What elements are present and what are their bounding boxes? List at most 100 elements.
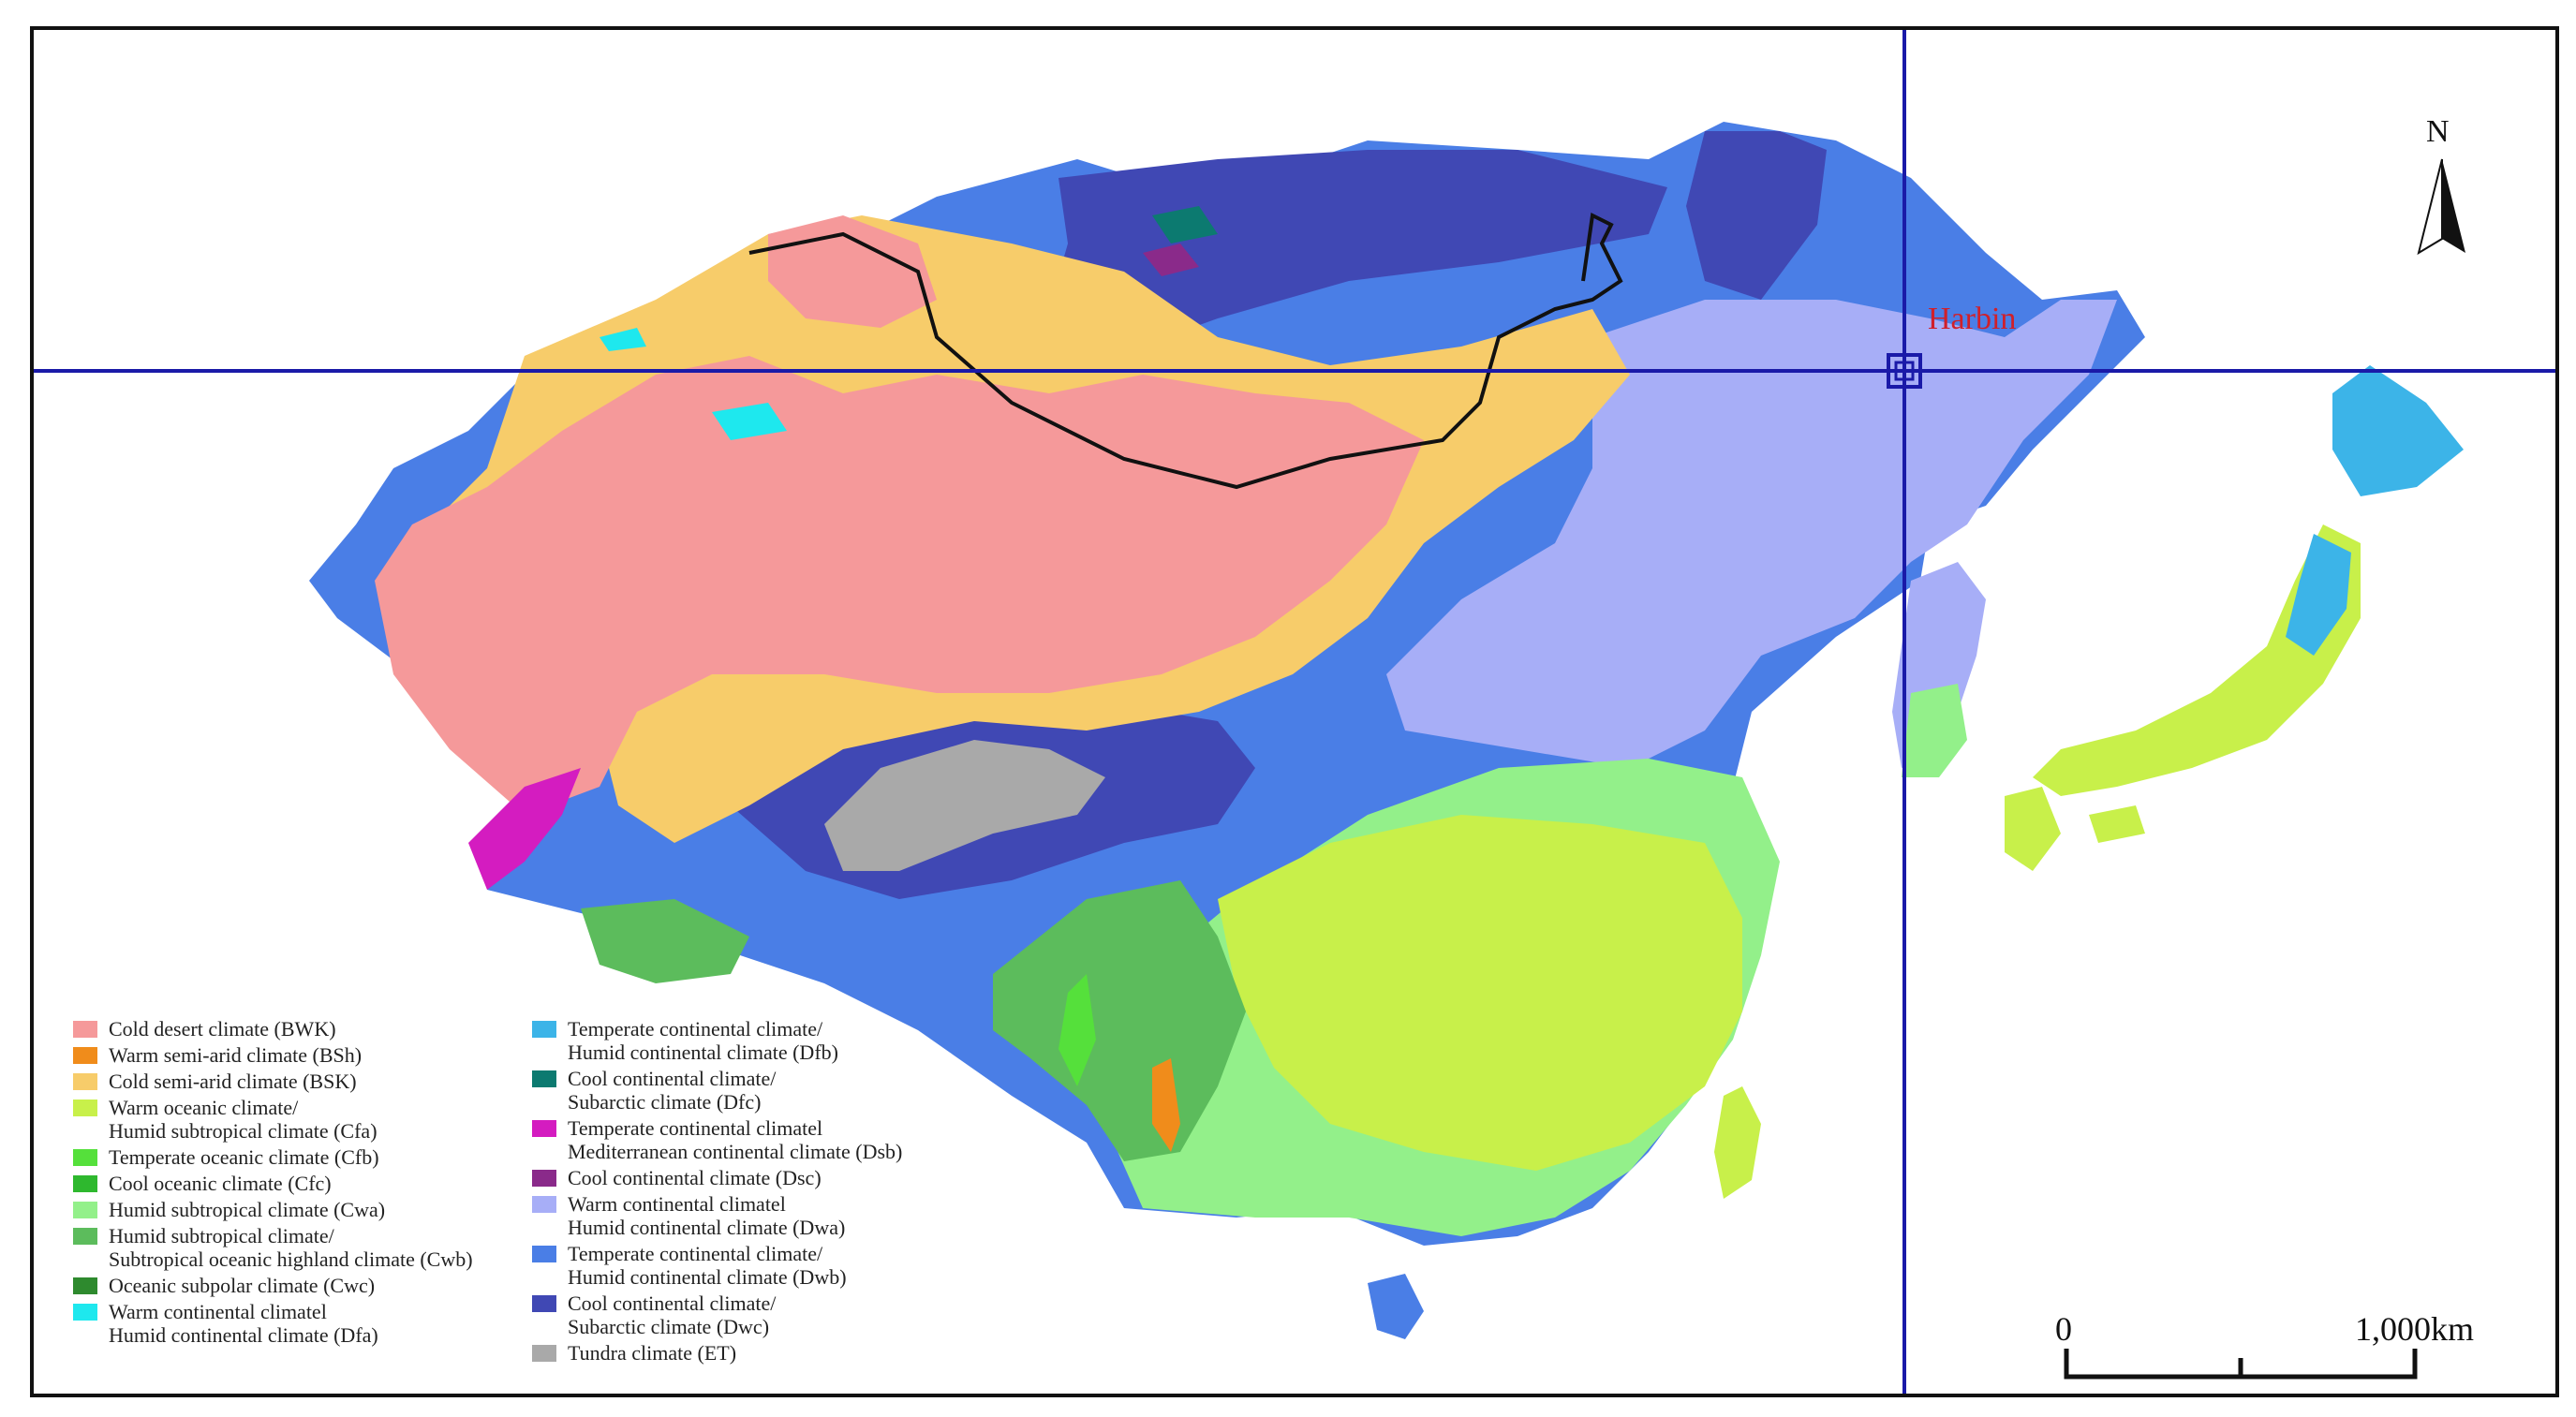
scale-start-label: 0 <box>2055 1310 2072 1348</box>
legend-item: Warm oceanic climate/Humid subtropical c… <box>73 1096 378 1143</box>
legend-swatch <box>532 1246 556 1262</box>
land-hokkaido <box>2332 365 2464 496</box>
legend-label-line: Cool continental climate/ <box>568 1292 777 1315</box>
land-shikoku <box>2089 805 2145 843</box>
harbin-marker-inner <box>1894 361 1915 381</box>
legend-label: Cool oceanic climate (Cfc) <box>109 1172 332 1195</box>
legend-label: Temperate continental climatel Mediterran… <box>568 1116 902 1163</box>
legend-label-line: Warm continental climatel <box>109 1300 327 1323</box>
legend-label: Cold desert climate (BWK) <box>109 1017 336 1041</box>
legend-label: Oceanic subpolar climate (Cwc) <box>109 1274 375 1297</box>
legend-swatch <box>73 1202 97 1218</box>
legend-label-line: Humid continental climate (Dfa) <box>109 1323 378 1347</box>
zone-dsb <box>468 768 581 890</box>
scale-bar <box>2064 1349 2418 1380</box>
legend-swatch <box>73 1047 97 1064</box>
legend-label: Tundra climate (ET) <box>568 1341 736 1365</box>
legend-swatch <box>73 1021 97 1038</box>
city-label-harbin: Harbin <box>1928 302 2017 336</box>
legend-swatch <box>73 1304 97 1321</box>
zone-dfa-spot <box>712 403 787 440</box>
legend-label-line: Cold desert climate (BWK) <box>109 1017 336 1041</box>
legend-label-line: Cool oceanic climate (Cfc) <box>109 1172 332 1195</box>
zone-dwc-north <box>1049 150 1667 365</box>
legend-label: Humid subtropical climate/Subtropical oc… <box>109 1224 473 1271</box>
legend-label: Cold semi-arid climate (BSK) <box>109 1070 357 1093</box>
legend-swatch <box>532 1120 556 1137</box>
legend-label-line: Warm oceanic climate/ <box>109 1096 299 1119</box>
legend-label-line: Humid subtropical climate (Cfa) <box>109 1119 378 1143</box>
land-honshu-north <box>2286 534 2351 656</box>
zone-bwk-north <box>768 215 937 328</box>
legend-item: Warm semi-arid climate (BSh) <box>73 1043 362 1067</box>
zone-cwb <box>993 880 1246 1161</box>
scale-end-label: 1,000km <box>2355 1310 2475 1348</box>
legend-label-line: Humid continental climate (Dwb) <box>568 1265 847 1289</box>
legend-label: Cool continental climate/Subarctic clima… <box>568 1292 776 1338</box>
legend-label-line: Subtropical oceanic highland climate (Cw… <box>109 1247 473 1271</box>
legend-item: Tundra climate (ET) <box>532 1341 736 1365</box>
legend-label: Warm semi-arid climate (BSh) <box>109 1043 362 1067</box>
legend-swatch <box>73 1073 97 1090</box>
legend-item: Warm continental climatel Humid continent… <box>73 1300 378 1347</box>
legend-swatch <box>532 1196 556 1213</box>
legend-item: Cool oceanic climate (Cfc) <box>73 1172 332 1195</box>
land-hainan <box>1368 1274 1424 1339</box>
legend-swatch <box>532 1295 556 1312</box>
zone-cwb-west <box>581 899 749 983</box>
legend-label: Warm oceanic climate/Humid subtropical c… <box>109 1096 378 1143</box>
legend-swatch <box>532 1021 556 1038</box>
land-korea-south <box>1902 684 1967 777</box>
legend-item: Cool continental climate (Dsc) <box>532 1166 822 1189</box>
legend-item: Temperate continental climate/Humid cont… <box>532 1242 847 1289</box>
north-label: N <box>2426 114 2450 149</box>
legend-label-line: Warm semi-arid climate (BSh) <box>109 1043 363 1067</box>
legend-label: Cool continental climate (Dsc) <box>568 1166 822 1189</box>
zone-et <box>824 740 1105 871</box>
legend-label-line: Humid subtropical climate (Cwa) <box>109 1198 386 1221</box>
mongolia-border <box>748 212 1623 490</box>
legend-label: Cool continental climate/Subarctic clima… <box>568 1067 776 1114</box>
legend-label-line: Oceanic subpolar climate (Cwc) <box>109 1274 376 1297</box>
legend-item: Humid subtropical climate/Subtropical oc… <box>73 1224 473 1271</box>
legend-label-line: Temperate continental climate/ <box>568 1242 823 1265</box>
legend-swatch <box>73 1175 97 1192</box>
legend-label: Temperate continental climate/Humid cont… <box>568 1017 838 1064</box>
zone-dwa <box>1386 300 2117 768</box>
legend-swatch <box>532 1170 556 1187</box>
legend-swatch <box>73 1228 97 1245</box>
land-honshu <box>2033 524 2361 796</box>
legend-label: Warm continental climatel Humid continent… <box>568 1192 845 1239</box>
legend-label: Temperate continental climate/Humid cont… <box>568 1242 847 1289</box>
land-taiwan <box>1714 1086 1761 1199</box>
legend-label: Temperate oceanic climate (Cfb) <box>109 1145 379 1169</box>
legend-label-line: Cool continental climate (Dsc) <box>568 1166 822 1189</box>
zone-cfa <box>1218 815 1742 1171</box>
zone-bsh <box>1152 1058 1180 1152</box>
legend-item: Temperate oceanic climate (Cfb) <box>73 1145 379 1169</box>
legend-item: Cool continental climate/Subarctic clima… <box>532 1067 776 1114</box>
legend-label-line: Subarctic climate (Dfc) <box>568 1090 762 1114</box>
zone-bwk <box>375 356 1424 815</box>
legend-item: Cold desert climate (BWK) <box>73 1017 336 1041</box>
legend-item: Temperate continental climatel Mediterran… <box>532 1116 902 1163</box>
legend-item: Oceanic subpolar climate (Cwc) <box>73 1274 375 1297</box>
legend-swatch <box>73 1149 97 1166</box>
legend-swatch <box>532 1345 556 1362</box>
zone-dfc <box>1152 206 1218 244</box>
legend-item: Warm continental climatel Humid continent… <box>532 1192 845 1239</box>
legend-label-line: Humid continental climate (Dwa) <box>568 1216 846 1239</box>
legend-label-line: Subarctic climate (Dwc) <box>568 1315 770 1338</box>
zone-cfb <box>1059 974 1096 1086</box>
land-kyushu <box>2005 787 2061 871</box>
legend-label-line: Humid subtropical climate/ <box>109 1224 334 1247</box>
legend-swatch <box>73 1100 97 1116</box>
legend-label-line: Warm continental climatel <box>568 1192 786 1216</box>
zone-dsc <box>1143 244 1199 276</box>
legend-swatch <box>73 1277 97 1294</box>
legend-label-line: Cool continental climate/ <box>568 1067 777 1090</box>
legend-label: Warm continental climatel Humid continent… <box>109 1300 378 1347</box>
legend-label-line: Temperate continental climatel <box>568 1116 823 1140</box>
north-arrow-icon <box>2442 159 2465 253</box>
